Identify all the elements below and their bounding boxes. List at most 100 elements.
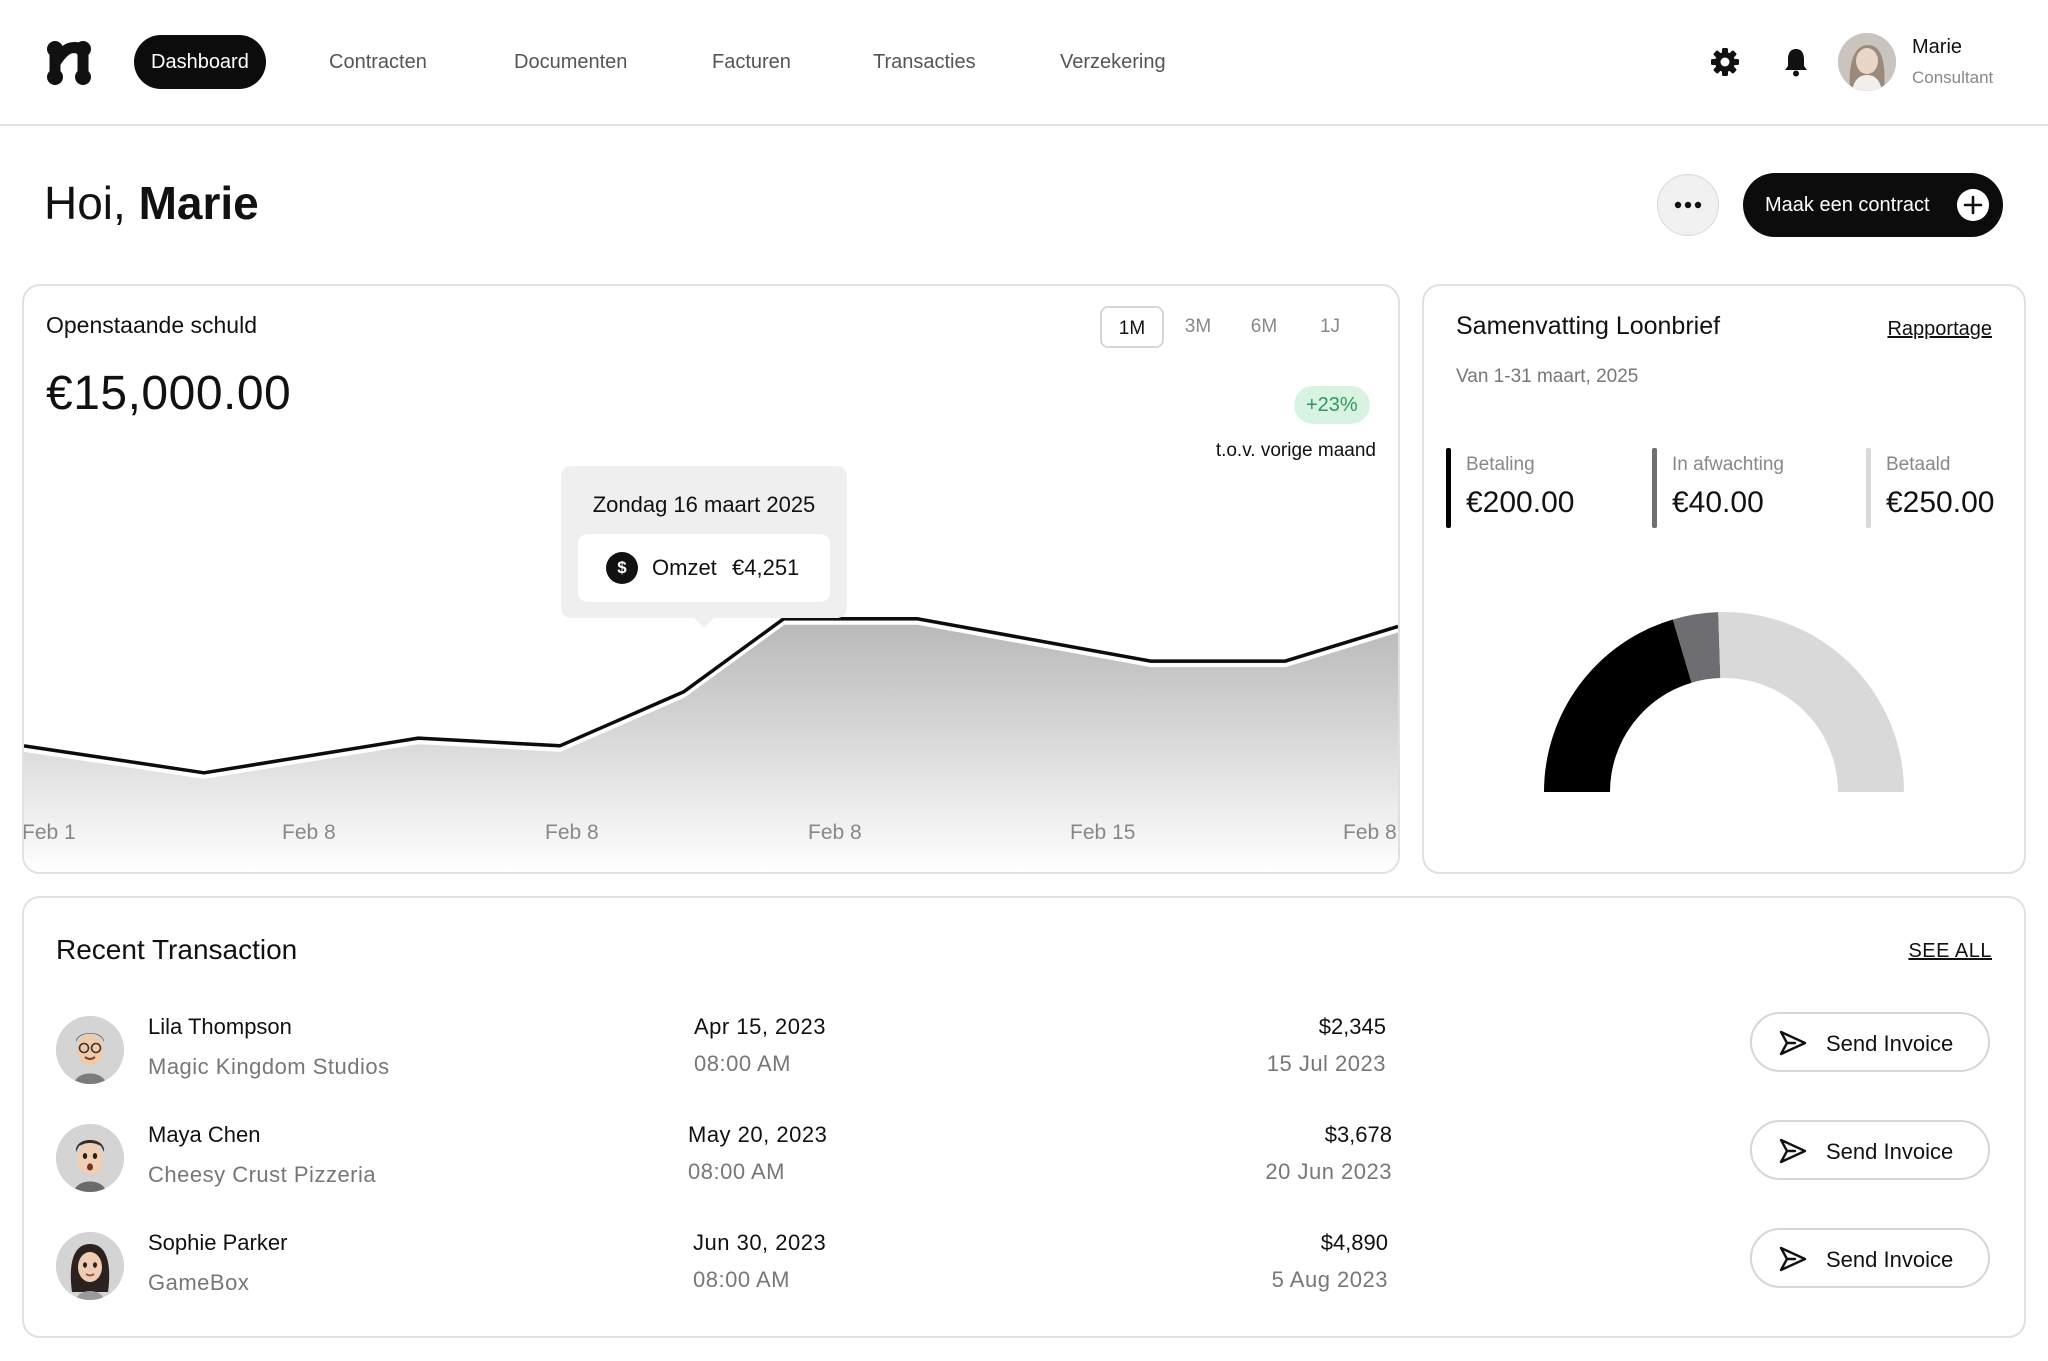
- range-selector: 1M 3M 6M 1J: [1090, 306, 1370, 350]
- transaction-due-date: 15 Jul 2023: [1266, 1051, 1386, 1076]
- avatar: [56, 1016, 124, 1084]
- memoji-avatar-icon: [56, 1124, 124, 1192]
- stat-betaald: Betaald €250.00: [1866, 448, 1994, 528]
- transaction-due-date: 5 Aug 2023: [1271, 1267, 1388, 1292]
- gear-icon[interactable]: [1709, 46, 1741, 78]
- chart-tooltip: Zondag 16 maart 2025 $ Omzet €4,251: [561, 466, 847, 628]
- stat-value: €40.00: [1672, 486, 1764, 519]
- gauge-segment-in-afwachting: [1672, 612, 1721, 683]
- avatar: [56, 1232, 124, 1300]
- nav-verzekering[interactable]: Verzekering: [1060, 51, 1166, 73]
- memoji-avatar-icon: [56, 1232, 124, 1300]
- memoji-avatar-icon: [56, 1016, 124, 1084]
- range-tab-1j[interactable]: 1J: [1319, 316, 1341, 337]
- payslip-summary-card: Samenvatting Loonbrief Rapportage Van 1-…: [1422, 284, 2026, 874]
- transaction-date: Apr 15, 2023: [694, 1014, 826, 1039]
- send-icon: [1779, 1138, 1807, 1164]
- stat-label: In afwachting: [1672, 454, 1784, 475]
- send-invoice-button[interactable]: Send Invoice: [1750, 1120, 1990, 1180]
- brand-logo-icon[interactable]: [44, 38, 94, 88]
- nav-facturen[interactable]: Facturen: [712, 51, 791, 73]
- x-tick-label: Feb 15: [1070, 821, 1136, 844]
- delta-caption: t.o.v. vorige maand: [1215, 440, 1376, 461]
- tooltip-date: Zondag 16 maart 2025: [592, 492, 816, 517]
- transaction-time: 08:00 AM: [693, 1267, 790, 1292]
- contact-name: Sophie Parker: [148, 1230, 288, 1255]
- range-tab-1m[interactable]: 1M: [1100, 306, 1164, 348]
- send-invoice-label: Send Invoice: [1826, 1031, 1954, 1056]
- recent-transactions-card: Recent Transaction SEE ALL Lila Thompson…: [22, 896, 2026, 1338]
- nav-dashboard[interactable]: Dashboard: [134, 35, 266, 89]
- x-tick-label: Feb 8: [545, 821, 599, 844]
- more-options-button[interactable]: [1657, 174, 1719, 236]
- transaction-date: Jun 30, 2023: [693, 1230, 827, 1255]
- stat-color-bar: [1446, 448, 1451, 528]
- report-link[interactable]: Rapportage: [1887, 318, 1992, 340]
- table-row: Lila Thompson Magic Kingdom Studios Apr …: [24, 1008, 2024, 1108]
- area-line-highlight: [24, 620, 1398, 779]
- greeting-prefix: Hoi,: [44, 177, 126, 229]
- user-name: Marie: [1912, 36, 1963, 58]
- send-invoice-button[interactable]: Send Invoice: [1750, 1012, 1990, 1072]
- greeting-name: Marie: [138, 177, 259, 229]
- table-row: Sophie Parker GameBox Jun 30, 2023 08:00…: [24, 1224, 2024, 1324]
- page-title: Hoi, Marie: [44, 176, 259, 230]
- gauge-segment-betaald: [1718, 612, 1904, 792]
- user-role: Consultant: [1912, 68, 1994, 87]
- x-tick-label: Feb 8: [282, 821, 336, 844]
- nav-transacties[interactable]: Transacties: [873, 51, 976, 73]
- area-fill: [24, 618, 1398, 872]
- stat-value: €200.00: [1466, 486, 1575, 519]
- contact-name: Lila Thompson: [148, 1014, 292, 1039]
- send-invoice-button[interactable]: Send Invoice: [1750, 1228, 1990, 1288]
- transaction-time: 08:00 AM: [688, 1159, 785, 1184]
- stat-label: Betaald: [1886, 454, 1951, 475]
- payslip-gauge-chart: [1544, 612, 1904, 792]
- more-horizontal-icon: [1674, 201, 1702, 209]
- debt-card-title: Openstaande schuld: [46, 312, 257, 338]
- bell-icon[interactable]: [1780, 46, 1812, 78]
- x-tick-label: Feb 8: [808, 821, 862, 844]
- stat-color-bar: [1866, 448, 1871, 528]
- send-icon: [1779, 1246, 1807, 1272]
- top-navigation: Dashboard Contracten Documenten Facturen…: [0, 0, 2048, 126]
- transaction-time: 08:00 AM: [694, 1051, 791, 1076]
- transactions-title: Recent Transaction: [56, 934, 298, 965]
- transaction-amount: $3,678: [1324, 1122, 1392, 1147]
- contact-company: GameBox: [148, 1270, 250, 1295]
- see-all-link[interactable]: SEE ALL: [1908, 940, 1992, 962]
- user-avatar[interactable]: [1838, 33, 1896, 91]
- stat-value: €250.00: [1886, 486, 1995, 519]
- send-invoice-label: Send Invoice: [1826, 1139, 1954, 1164]
- contact-name: Maya Chen: [148, 1122, 261, 1147]
- create-contract-button[interactable]: Maak een contract: [1743, 173, 2003, 237]
- tooltip-value: €4,251: [732, 555, 800, 580]
- stat-label: Betaling: [1466, 454, 1535, 475]
- transaction-amount: $2,345: [1318, 1014, 1386, 1039]
- tooltip-pointer: [692, 616, 716, 628]
- avatar: [56, 1124, 124, 1192]
- transaction-due-date: 20 Jun 2023: [1265, 1159, 1392, 1184]
- nav-documenten[interactable]: Documenten: [514, 51, 628, 73]
- contact-company: Magic Kingdom Studios: [148, 1054, 390, 1079]
- dollar-coin-icon: $: [606, 552, 638, 584]
- user-photo-icon: [1838, 33, 1896, 91]
- range-tab-6m[interactable]: 6M: [1250, 316, 1278, 337]
- stat-color-bar: [1652, 448, 1657, 528]
- debt-card: Openstaande schuld €15,000.00 1M 3M 6M 1…: [22, 284, 1400, 874]
- send-invoice-label: Send Invoice: [1826, 1247, 1954, 1272]
- x-tick-label: Feb 8: [1343, 821, 1397, 844]
- summary-period: Van 1-31 maart, 2025: [1456, 366, 1639, 387]
- debt-amount: €15,000.00: [46, 367, 292, 420]
- delta-badge: +23%: [1294, 386, 1370, 424]
- range-tab-3m[interactable]: 3M: [1184, 316, 1212, 337]
- transaction-amount: $4,890: [1320, 1230, 1388, 1255]
- stat-betaling: Betaling €200.00: [1446, 448, 1574, 528]
- debt-area-chart: [24, 616, 1398, 872]
- nav-contracten[interactable]: Contracten: [329, 51, 427, 73]
- tooltip-label: Omzet: [652, 555, 717, 580]
- gauge-segment-betaling: [1544, 619, 1692, 792]
- send-icon: [1779, 1030, 1807, 1056]
- stat-in-afwachting: In afwachting €40.00: [1652, 448, 1784, 528]
- tooltip-row: $ Omzet €4,251: [578, 534, 830, 602]
